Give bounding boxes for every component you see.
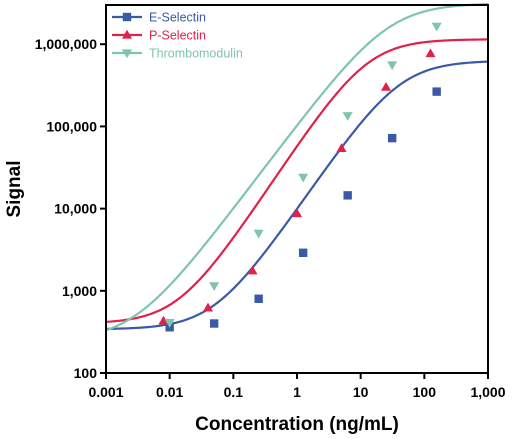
y-tick-label: 10,000 [54,201,97,217]
y-tick-label: 100 [74,365,98,381]
data-point-e-selectin [298,248,308,257]
series-line-p-selectin [105,38,489,323]
y-tick-label: 1,000 [62,283,97,299]
data-point-p-selectin [292,208,302,218]
data-point-e-selectin [387,133,397,143]
data-point-p-selectin [381,81,392,91]
data-point-e-selectin [432,87,441,96]
legend-item-e-selectin: E-Selectin [112,11,206,25]
legend: E-Selectin P-Selectin Thrombomodulin [112,11,243,61]
series-line-e-selectin [105,60,489,330]
data-point-p-selectin [336,143,347,153]
legend-swatch-marker [122,49,132,59]
data-point-p-selectin [158,315,169,325]
legend-swatch-marker [122,29,132,39]
legend-label: E-Selectin [149,11,206,25]
x-tick-label: 1 [293,384,301,400]
y-tick-label: 100,000 [46,118,97,134]
y-axis-title: Signal [4,160,25,217]
data-point-p-selectin [247,265,258,275]
legend-label: P-Selectin [149,29,206,43]
legend-label: Thrombomodulin [149,47,243,61]
data-point-e-selectin [343,191,352,200]
x-tick-label: 0.001 [88,384,123,400]
data-point-p-selectin [425,48,436,58]
legend-swatch-marker [122,12,132,22]
y-tick-label: 1,000,000 [35,36,97,52]
series-markers [158,22,442,332]
legend-item-thrombomodulin: Thrombomodulin [112,47,243,61]
x-axis-title: Concentration (ng/mL) [195,414,399,435]
x-axis-ticks: 0.001 0.01 0.1 1 10 100 1,000 [88,373,506,400]
data-point-thrombomodulin [387,61,398,71]
x-tick-label: 100 [413,384,437,400]
x-tick-label: 0.1 [224,384,244,400]
series-line-thrombomodulin [105,3,489,332]
data-point-e-selectin [254,294,263,303]
x-tick-label: 1,000 [470,384,505,400]
legend-item-p-selectin: P-Selectin [112,29,206,43]
data-point-thrombomodulin [342,112,353,121]
data-point-thrombomodulin [253,229,264,239]
y-axis-ticks: 100 1,000 10,000 100,000 1,000,000 [35,36,106,381]
data-point-e-selectin [209,319,219,328]
data-point-thrombomodulin [209,282,220,292]
data-point-thrombomodulin [431,22,442,32]
data-point-thrombomodulin [298,173,309,183]
x-tick-label: 10 [353,384,369,400]
data-point-thrombomodulin [164,319,175,328]
data-point-p-selectin [202,302,213,312]
x-tick-label: 0.01 [156,384,183,400]
